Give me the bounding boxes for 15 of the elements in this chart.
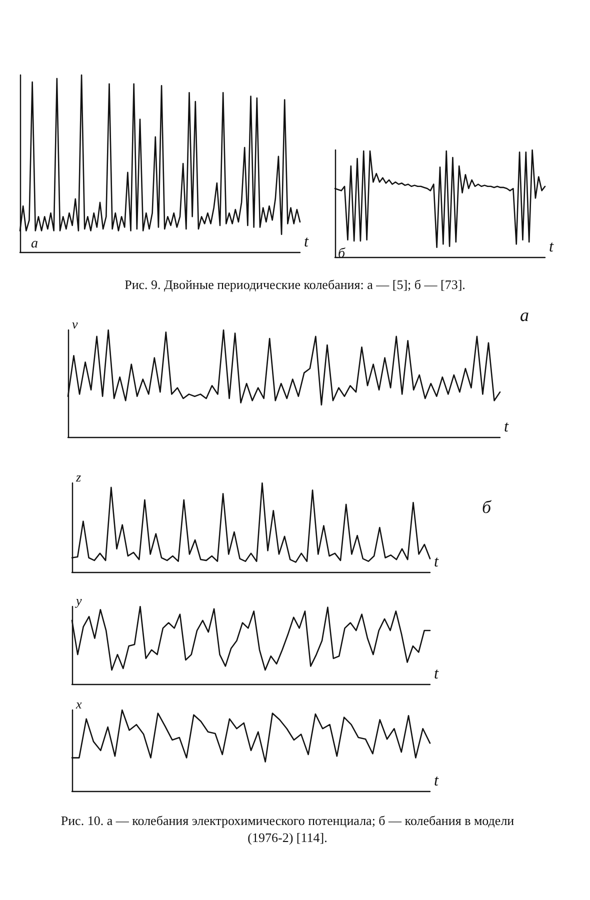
x-axis-title: t [504, 418, 509, 436]
text: б [482, 497, 492, 517]
x-axis-title: t [434, 666, 439, 682]
text: Рис. 10. а — колебания электрохимического потенциала; б — колебания в модели (1976-2) [114]. [60, 812, 516, 846]
y-axis-title: y [74, 593, 82, 608]
annotation: а [31, 236, 38, 252]
text: Рис. 9. Двойные периодические колебания: а — [5]; б — [73]. [124, 276, 466, 293]
y-axis-title: x [75, 696, 82, 712]
x-axis-title: t [304, 234, 309, 250]
y-axis-title: z [75, 470, 82, 484]
x-axis-title: t [434, 772, 439, 790]
x-axis-title: t [434, 554, 439, 570]
text: а [520, 305, 529, 325]
y-axis-title: v [72, 316, 78, 332]
x-axis-title: t [549, 238, 554, 256]
